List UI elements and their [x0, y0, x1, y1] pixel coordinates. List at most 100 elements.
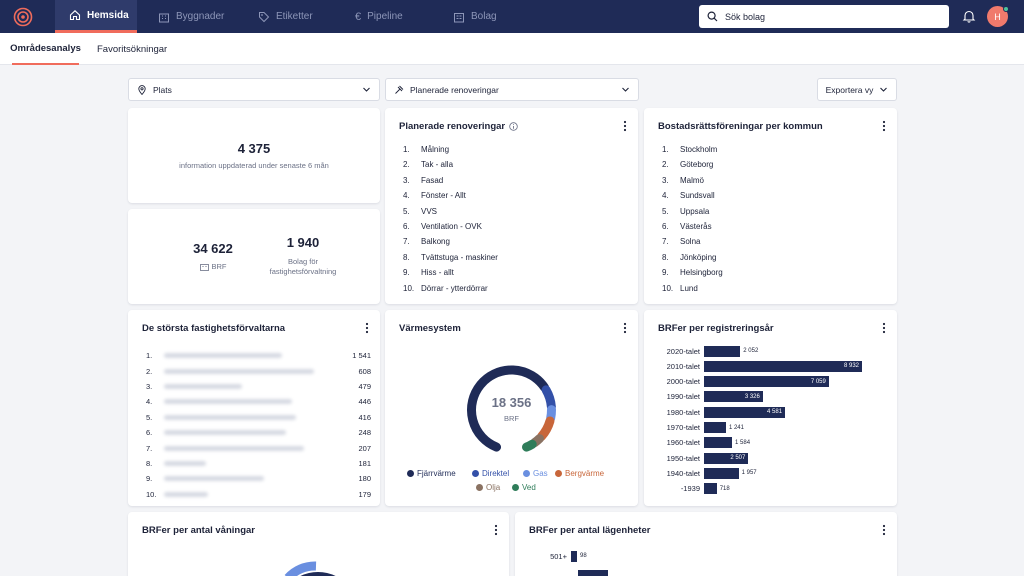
- table-row[interactable]: 5. 416: [146, 412, 371, 422]
- search-placeholder: Sök bolag: [725, 11, 766, 22]
- list-item[interactable]: 9. Helsingborg: [662, 268, 723, 278]
- kebab-menu-icon[interactable]: [364, 322, 370, 334]
- kebab-menu-icon[interactable]: [881, 524, 887, 536]
- donut-segment-bergvärme[interactable]: [536, 416, 555, 442]
- planned-renovations-card: Planerade renoveringar 1. Målning 2. Tak -…: [385, 108, 638, 304]
- legend-dot: [476, 484, 483, 491]
- list-item[interactable]: 7. Balkong: [403, 237, 450, 247]
- legend-item-bergvarme[interactable]: Bergvärme: [555, 469, 604, 478]
- info-icon[interactable]: [509, 122, 518, 131]
- bar-value: 1 957: [741, 470, 757, 477]
- kebab-menu-icon[interactable]: [493, 524, 499, 536]
- list-item[interactable]: 2. Tak - alla: [403, 160, 454, 170]
- kebab-menu-icon[interactable]: [622, 322, 628, 334]
- management-company-label: Bolag för fastighetsförvaltning: [253, 257, 353, 277]
- list-item[interactable]: 10. Dörrar - ytterdörrar: [403, 283, 488, 293]
- legend-item-fjarrvarme[interactable]: Fjärrvärme: [407, 469, 456, 478]
- list-item[interactable]: 5. VVS: [403, 206, 438, 216]
- subtab-favoritsokningar[interactable]: Favoritsökningar: [97, 33, 167, 65]
- table-row[interactable]: 2. 608: [146, 366, 371, 376]
- legend-item-direktel[interactable]: Direktel: [472, 469, 509, 478]
- tools-icon: [395, 85, 404, 94]
- table-row[interactable]: 1. 1 541: [146, 351, 371, 361]
- bar-row[interactable]: 1990-talet 3 326: [648, 391, 763, 403]
- brf-apartments-card: BRFer per antal lägenheter 501+ 98: [515, 512, 897, 576]
- renovation-select[interactable]: Planerade renoveringar: [385, 78, 639, 101]
- list-item[interactable]: 9. Hiss - allt: [403, 268, 454, 278]
- donut-segment-ved[interactable]: [521, 439, 537, 452]
- bar-row[interactable]: -1939 718: [648, 483, 730, 495]
- bar-label: 1960-talet: [666, 438, 700, 448]
- bar-row[interactable]: 1970-talet 1 241: [648, 422, 744, 434]
- nav-tab-hemsida[interactable]: Hemsida: [55, 0, 137, 33]
- list-item[interactable]: 2. Göteborg: [662, 160, 714, 170]
- bar: 7 059: [704, 376, 829, 388]
- bar-row[interactable]: 2000-talet 7 059: [648, 376, 829, 388]
- table-row[interactable]: 9. 180: [146, 474, 371, 484]
- euro-icon: €: [355, 10, 362, 23]
- table-row[interactable]: 4. 446: [146, 397, 371, 407]
- bar-row[interactable]: 1980-talet 4 581: [648, 406, 786, 418]
- kebab-menu-icon[interactable]: [881, 322, 887, 334]
- nav-tab-byggnader[interactable]: Byggnader: [158, 0, 224, 33]
- list-item[interactable]: 4. Fönster - Allt: [403, 191, 466, 201]
- bar-label: 1950-talet: [666, 453, 700, 463]
- app-logo-icon[interactable]: [13, 7, 33, 27]
- list-item[interactable]: 3. Malmö: [662, 175, 705, 185]
- bar-label: -1939: [680, 484, 700, 494]
- updated-count: 4 375: [237, 141, 271, 156]
- legend-item-olja[interactable]: Olja: [476, 483, 500, 492]
- export-view-button[interactable]: Exportera vy: [817, 78, 897, 101]
- list-item[interactable]: 10. Lund: [662, 283, 698, 293]
- bar-value: 2 052: [743, 348, 759, 354]
- brf-count: 34 622: [193, 241, 233, 256]
- renovations-title: Planerade renoveringar: [399, 121, 506, 132]
- place-select[interactable]: Plats: [128, 78, 380, 101]
- bar-row[interactable]: 2010-talet 8 932: [648, 360, 862, 372]
- nav-tab-pipeline[interactable]: € Pipeline: [355, 0, 403, 33]
- company-search-input[interactable]: Sök bolag: [699, 5, 949, 28]
- list-item[interactable]: 7. Solna: [662, 237, 701, 247]
- chevron-down-icon: [622, 87, 629, 92]
- bar-label: 1970-talet: [666, 423, 700, 432]
- user-avatar[interactable]: H: [987, 6, 1008, 27]
- list-item[interactable]: 8. Tvättstuga - maskiner: [403, 252, 498, 262]
- bar-value: 8 932: [843, 363, 859, 370]
- list-item[interactable]: 3. Fasad: [403, 175, 444, 185]
- kebab-menu-icon[interactable]: [881, 120, 887, 132]
- bar-row[interactable]: 1940-talet 1 957: [648, 467, 757, 479]
- list-item[interactable]: 1. Stockholm: [662, 145, 718, 154]
- blurred-name: [164, 399, 292, 405]
- list-item[interactable]: 1. Målning: [403, 145, 450, 154]
- blurred-name: [164, 368, 314, 374]
- notification-bell-icon[interactable]: [962, 9, 976, 23]
- table-row[interactable]: 6. 248: [146, 428, 371, 438]
- bar-row[interactable]: 1960-talet 1 584: [648, 437, 750, 449]
- apartments-bar-row[interactable]: 501+ 98: [515, 550, 587, 562]
- table-row[interactable]: 3. 479: [146, 381, 371, 391]
- legend-dot: [512, 484, 519, 491]
- list-item[interactable]: 5. Uppsala: [662, 206, 710, 216]
- bar: 2 507: [704, 452, 749, 464]
- kebab-menu-icon[interactable]: [622, 120, 628, 132]
- heating-title: Värmesystem: [399, 323, 461, 334]
- list-item[interactable]: 6. Ventilation - OVK: [403, 221, 482, 231]
- bar-value: 7 059: [810, 378, 826, 385]
- legend-item-gas[interactable]: Gas: [523, 469, 548, 478]
- bar-value: 98: [580, 553, 587, 559]
- nav-tab-etiketter[interactable]: Etiketter: [258, 0, 313, 33]
- heating-total: 18 356: [491, 395, 532, 410]
- list-item[interactable]: 6. Västerås: [662, 221, 712, 231]
- table-row[interactable]: 8. 181: [146, 458, 371, 468]
- legend-item-ved[interactable]: Ved: [512, 483, 536, 492]
- list-item[interactable]: 4. Sundsvall: [662, 191, 715, 201]
- nav-tab-bolag[interactable]: Bolag: [453, 0, 497, 33]
- table-row[interactable]: 7. 207: [146, 443, 371, 453]
- bar-row[interactable]: 1950-talet 2 507: [648, 452, 749, 464]
- bar-row[interactable]: 2020-talet 2 052: [648, 345, 758, 357]
- donut-segment-fjärrvärme[interactable]: [467, 365, 550, 452]
- list-item[interactable]: 8. Jönköping: [662, 252, 717, 262]
- table-row[interactable]: 10. 179: [146, 489, 371, 499]
- card-title: Planerade renoveringar: [399, 121, 518, 132]
- subtab-omradesanalys[interactable]: Områdesanalys: [10, 33, 81, 65]
